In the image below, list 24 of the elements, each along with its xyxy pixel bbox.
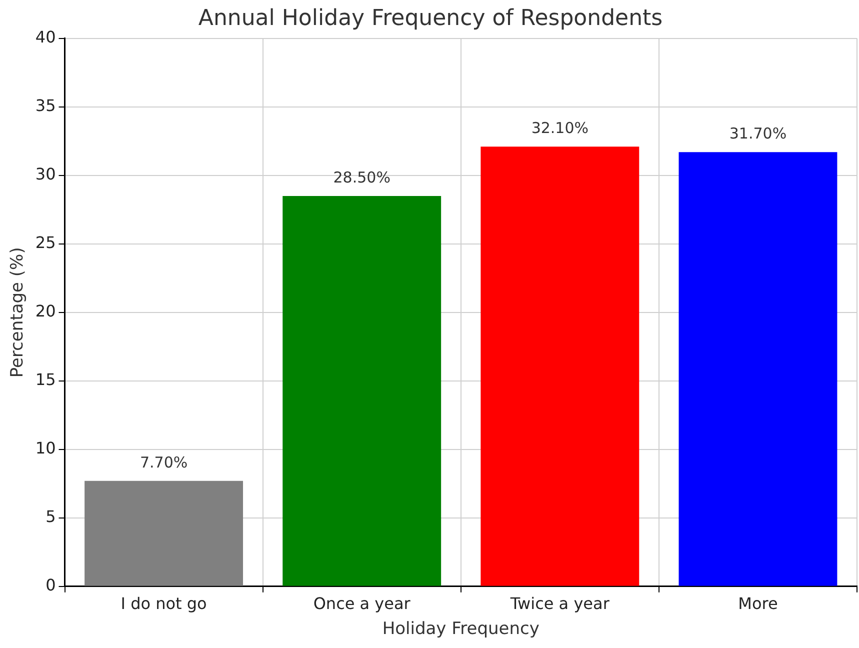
y-axis-title: Percentage (%) xyxy=(8,247,28,378)
y-tick-label: 30 xyxy=(35,164,56,184)
data-label: 7.70% xyxy=(140,453,188,472)
y-tick-label: 40 xyxy=(35,28,56,47)
bar xyxy=(480,146,640,586)
bar xyxy=(282,196,442,586)
y-tick-label: 35 xyxy=(35,96,56,116)
chart-title: Annual Holiday Frequency of Respondents xyxy=(198,6,663,31)
y-tick-label: 0 xyxy=(46,576,56,595)
y-tick-label: 10 xyxy=(35,438,56,458)
data-label: 28.50% xyxy=(333,168,390,186)
data-label: 31.70% xyxy=(729,124,787,142)
x-tick-label: I do not go xyxy=(120,594,207,614)
bar xyxy=(84,480,244,586)
x-tick-label: More xyxy=(738,594,778,614)
y-tick-label: 25 xyxy=(35,233,56,252)
bar xyxy=(678,152,838,586)
x-axis-title: Holiday Frequency xyxy=(382,619,540,640)
x-tick-label: Once a year xyxy=(313,594,411,614)
data-label: 32.10% xyxy=(531,119,589,138)
x-tick-label: Twice a year xyxy=(509,594,610,614)
y-tick-label: 20 xyxy=(35,302,56,321)
y-tick-label: 5 xyxy=(46,507,56,526)
y-tick-label: 15 xyxy=(35,370,56,390)
